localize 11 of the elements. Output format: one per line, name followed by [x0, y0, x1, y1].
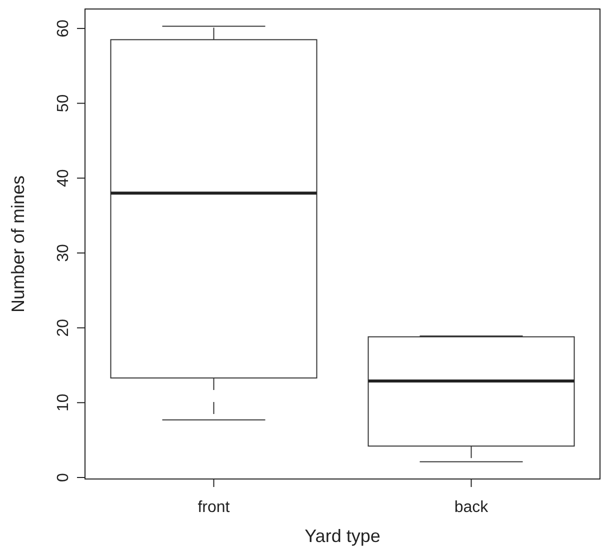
y-tick-label: 50 — [55, 94, 72, 112]
y-tick-label: 60 — [55, 19, 72, 38]
y-tick-label: 40 — [55, 169, 72, 188]
x-tick-label: front — [198, 499, 230, 516]
x-axis-title: Yard type — [304, 526, 380, 546]
y-tick-label: 30 — [55, 244, 72, 262]
y-tick-label: 10 — [55, 394, 72, 412]
y-tick-label: 0 — [55, 472, 72, 482]
y-axis-title: Number of mines — [8, 175, 28, 313]
y-tick-label: 20 — [55, 318, 72, 337]
x-tick-label: back — [454, 499, 490, 516]
